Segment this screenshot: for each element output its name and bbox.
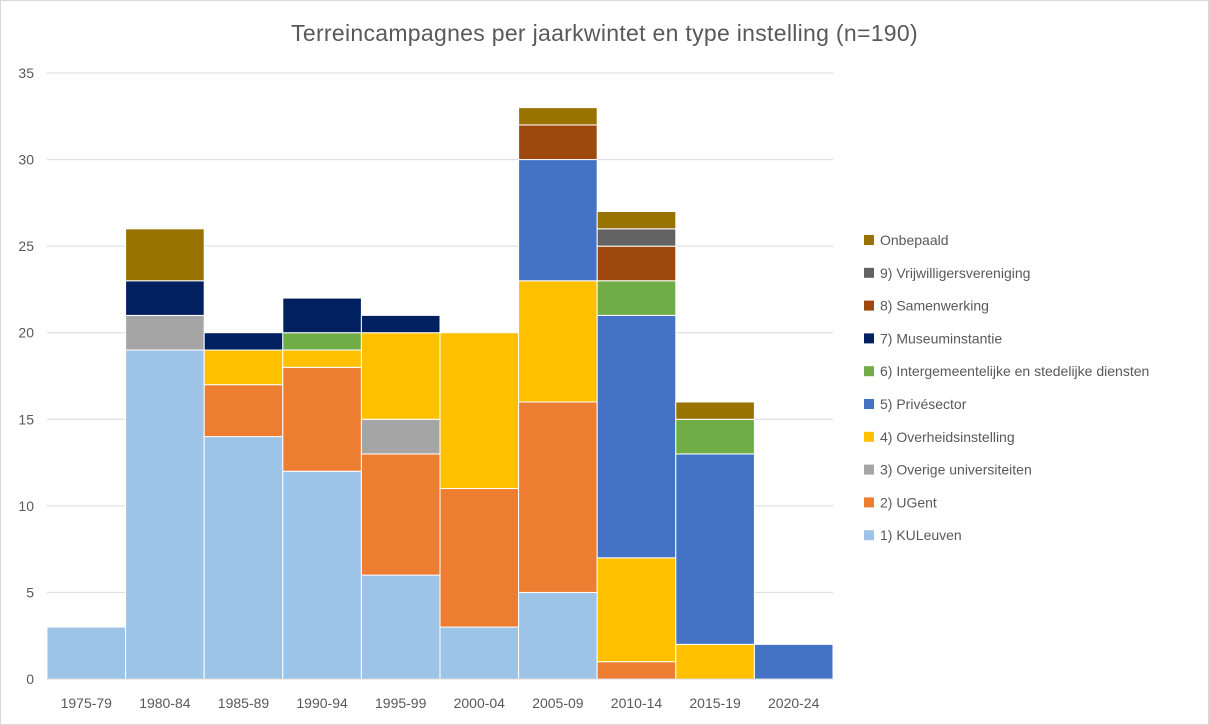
legend-label: 7) Museuminstantie <box>880 330 1002 346</box>
x-tick-label: 1975-79 <box>61 695 113 711</box>
bar-segment <box>203 332 284 351</box>
bar-segment <box>439 488 520 628</box>
bar-segment <box>518 107 598 126</box>
y-tick-label: 0 <box>26 671 34 687</box>
bar-segment <box>360 574 441 680</box>
bar-segment <box>753 643 834 680</box>
x-tick-label: 2015-19 <box>689 695 741 711</box>
legend-swatch <box>864 464 874 475</box>
x-tick-label: 2010-14 <box>611 695 663 711</box>
bar-segment <box>282 366 362 472</box>
bar-segment <box>596 211 677 230</box>
legend-swatch <box>864 333 874 344</box>
bar-segment <box>596 228 677 247</box>
bar-segment <box>596 280 677 316</box>
bar-segment <box>203 349 284 386</box>
bar-segment <box>282 349 362 368</box>
legend-label: Onbepaald <box>880 232 949 248</box>
bar-segment <box>203 384 284 438</box>
bar-segment <box>439 332 520 490</box>
y-tick-label: 15 <box>18 411 34 427</box>
x-tick-label: 1980-84 <box>139 695 191 711</box>
y-tick-label: 20 <box>18 325 34 341</box>
x-tick-label: 2020-24 <box>768 695 820 711</box>
bar-segment <box>518 591 598 680</box>
bar-segment <box>125 228 205 282</box>
legend-swatch <box>864 399 874 409</box>
legend-label: 4) Overheidsinstelling <box>880 429 1015 445</box>
bar-segment <box>360 418 441 455</box>
bar-segment <box>518 280 598 403</box>
bar-segment <box>596 245 677 282</box>
legend-label: 2) UGent <box>880 494 937 510</box>
bar-segment <box>675 401 755 420</box>
legend-swatch <box>864 300 874 311</box>
legend-swatch <box>864 530 874 541</box>
legend-label: 1) KULeuven <box>880 527 962 543</box>
bar-segment <box>675 643 755 680</box>
bar-segment <box>360 453 441 576</box>
legend-swatch <box>864 235 874 245</box>
bar-segment <box>439 626 520 680</box>
y-tick-label: 35 <box>18 65 34 81</box>
legend-swatch <box>864 267 874 278</box>
axes: 0 5 10 15 20 25 30 35 1975-79 1980-84 1985-89 1990-… <box>18 65 833 711</box>
bar-segment <box>360 332 441 420</box>
legend-label: 8) Samenwerking <box>880 298 989 314</box>
legend-swatch <box>864 366 874 377</box>
x-tick-label: 1990-94 <box>296 695 348 711</box>
bar-segment <box>596 314 677 559</box>
legend-label: 9) Vrijwilligersvereniging <box>880 265 1030 281</box>
bar-segment <box>125 280 205 316</box>
bar-segment <box>203 436 284 680</box>
legend-label: 3) Overige universiteiten <box>880 462 1032 478</box>
bar-segment <box>125 349 205 680</box>
bar-segment <box>675 453 755 645</box>
bar-segment <box>596 661 677 680</box>
bar-segment <box>518 159 598 282</box>
bar-segment <box>282 470 362 680</box>
y-tick-label: 5 <box>26 584 34 600</box>
bar-segment <box>596 557 677 663</box>
chart-title: Terreincampagnes per jaarkwintet en type… <box>291 20 918 46</box>
legend-swatch <box>864 497 874 508</box>
bars <box>46 107 834 680</box>
legend: Onbepaald 9) Vrijwilligersvereniging 8) Sa… <box>864 232 1149 543</box>
legend-swatch <box>864 431 874 442</box>
legend-label: 6) Intergemeentelijke en stedelijke dien… <box>880 363 1149 379</box>
y-tick-label: 25 <box>18 238 34 254</box>
x-tick-label: 2000-04 <box>454 695 506 711</box>
x-tick-label: 1995-99 <box>375 695 427 711</box>
y-tick-label: 30 <box>18 152 34 168</box>
bar-segment <box>518 124 598 161</box>
bar-segment <box>282 332 362 351</box>
bar-segment <box>46 626 127 680</box>
bar-segment <box>282 297 362 334</box>
legend-label: 5) Privésector <box>880 396 967 412</box>
y-tick-label: 10 <box>18 498 34 514</box>
bar-segment <box>518 401 598 593</box>
bar-segment <box>675 418 755 455</box>
bar-segment <box>360 314 441 334</box>
x-tick-label: 2005-09 <box>532 695 584 711</box>
x-tick-label: 1985-89 <box>218 695 270 711</box>
bar-segment <box>125 314 205 351</box>
